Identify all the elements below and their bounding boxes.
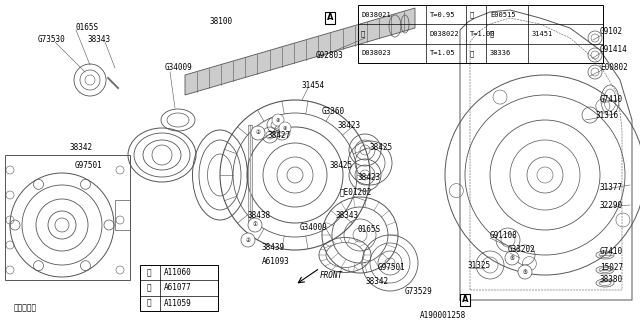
Text: G33202: G33202 (508, 245, 536, 254)
Text: 38423: 38423 (338, 121, 361, 130)
Text: 31316: 31316 (595, 110, 618, 119)
Text: 0165S: 0165S (76, 23, 99, 33)
Text: ④: ④ (490, 31, 494, 37)
Text: （後方図）: （後方図） (13, 303, 36, 313)
Text: A11059: A11059 (164, 299, 192, 308)
Text: FRONT: FRONT (320, 270, 343, 279)
Text: ⑤: ⑤ (509, 255, 515, 260)
Text: E00515: E00515 (490, 12, 515, 18)
Text: T=1.00: T=1.00 (470, 31, 495, 37)
Text: ⑧: ⑧ (147, 299, 151, 308)
Circle shape (251, 126, 265, 140)
Text: 31377: 31377 (600, 183, 623, 193)
Text: ④: ④ (283, 125, 287, 131)
Circle shape (518, 265, 532, 279)
Circle shape (272, 114, 284, 126)
Text: 38343: 38343 (88, 36, 111, 44)
Text: 38439: 38439 (262, 244, 285, 252)
Text: G3360: G3360 (322, 108, 345, 116)
Text: ⑦: ⑦ (147, 284, 151, 292)
Polygon shape (185, 8, 415, 95)
Text: ⑤: ⑤ (523, 269, 527, 275)
Bar (140, 265, 218, 311)
Text: 38343: 38343 (336, 211, 359, 220)
Text: 32290: 32290 (600, 201, 623, 210)
Text: G97501: G97501 (378, 263, 406, 273)
Text: A11060: A11060 (164, 268, 192, 277)
Text: ①: ① (361, 31, 365, 37)
Text: 38336: 38336 (490, 50, 511, 56)
Text: ②: ② (246, 237, 250, 243)
Circle shape (248, 218, 262, 232)
Text: T=1.05: T=1.05 (430, 50, 456, 56)
Text: ⑥: ⑥ (147, 268, 151, 277)
Text: 38425: 38425 (370, 143, 393, 153)
Text: 15027: 15027 (600, 262, 623, 271)
Text: G9102: G9102 (600, 28, 623, 36)
Text: 31451: 31451 (532, 31, 553, 37)
Text: ②: ② (255, 131, 260, 135)
Text: 38423: 38423 (358, 173, 381, 182)
Text: 38438: 38438 (248, 211, 271, 220)
Text: D038021: D038021 (361, 12, 391, 18)
Text: 38100: 38100 (210, 18, 233, 27)
Text: 38427: 38427 (268, 131, 291, 140)
Text: G97501: G97501 (75, 161, 103, 170)
Text: ⑤: ⑤ (470, 50, 474, 57)
Text: 38380: 38380 (600, 276, 623, 284)
Text: G91414: G91414 (600, 45, 628, 54)
Text: G7410: G7410 (600, 95, 623, 105)
Text: ④: ④ (276, 117, 280, 123)
Text: ①E01202: ①E01202 (340, 188, 372, 196)
Text: 31325: 31325 (468, 260, 491, 269)
Text: A61077: A61077 (164, 284, 192, 292)
Text: 38425: 38425 (330, 161, 353, 170)
Text: D038022: D038022 (430, 31, 460, 37)
Circle shape (505, 251, 519, 265)
Text: G7410: G7410 (600, 247, 623, 257)
Text: G73529: G73529 (405, 287, 433, 297)
Text: E00802: E00802 (600, 62, 628, 71)
Text: 38342: 38342 (70, 143, 93, 153)
Text: D038023: D038023 (361, 50, 391, 56)
Text: 0165S: 0165S (358, 226, 381, 235)
Text: 31454: 31454 (302, 81, 325, 90)
Text: G34009: G34009 (300, 223, 328, 233)
Text: G73530: G73530 (38, 36, 66, 44)
Bar (115, 200, 130, 230)
Circle shape (241, 233, 255, 247)
Text: ①: ① (253, 222, 257, 228)
Text: G91108: G91108 (490, 230, 518, 239)
Text: 38342: 38342 (365, 277, 388, 286)
Bar (5, 155, 130, 280)
Text: A190001258: A190001258 (420, 310, 467, 319)
Text: T=0.95: T=0.95 (430, 12, 456, 18)
Text: G92803: G92803 (316, 51, 344, 60)
Text: A61093: A61093 (262, 258, 290, 267)
Text: ③: ③ (470, 12, 474, 18)
Bar (358, 5, 603, 63)
Text: G34009: G34009 (165, 63, 193, 73)
Text: A: A (461, 295, 468, 305)
Circle shape (279, 122, 291, 134)
Text: A: A (327, 13, 333, 22)
